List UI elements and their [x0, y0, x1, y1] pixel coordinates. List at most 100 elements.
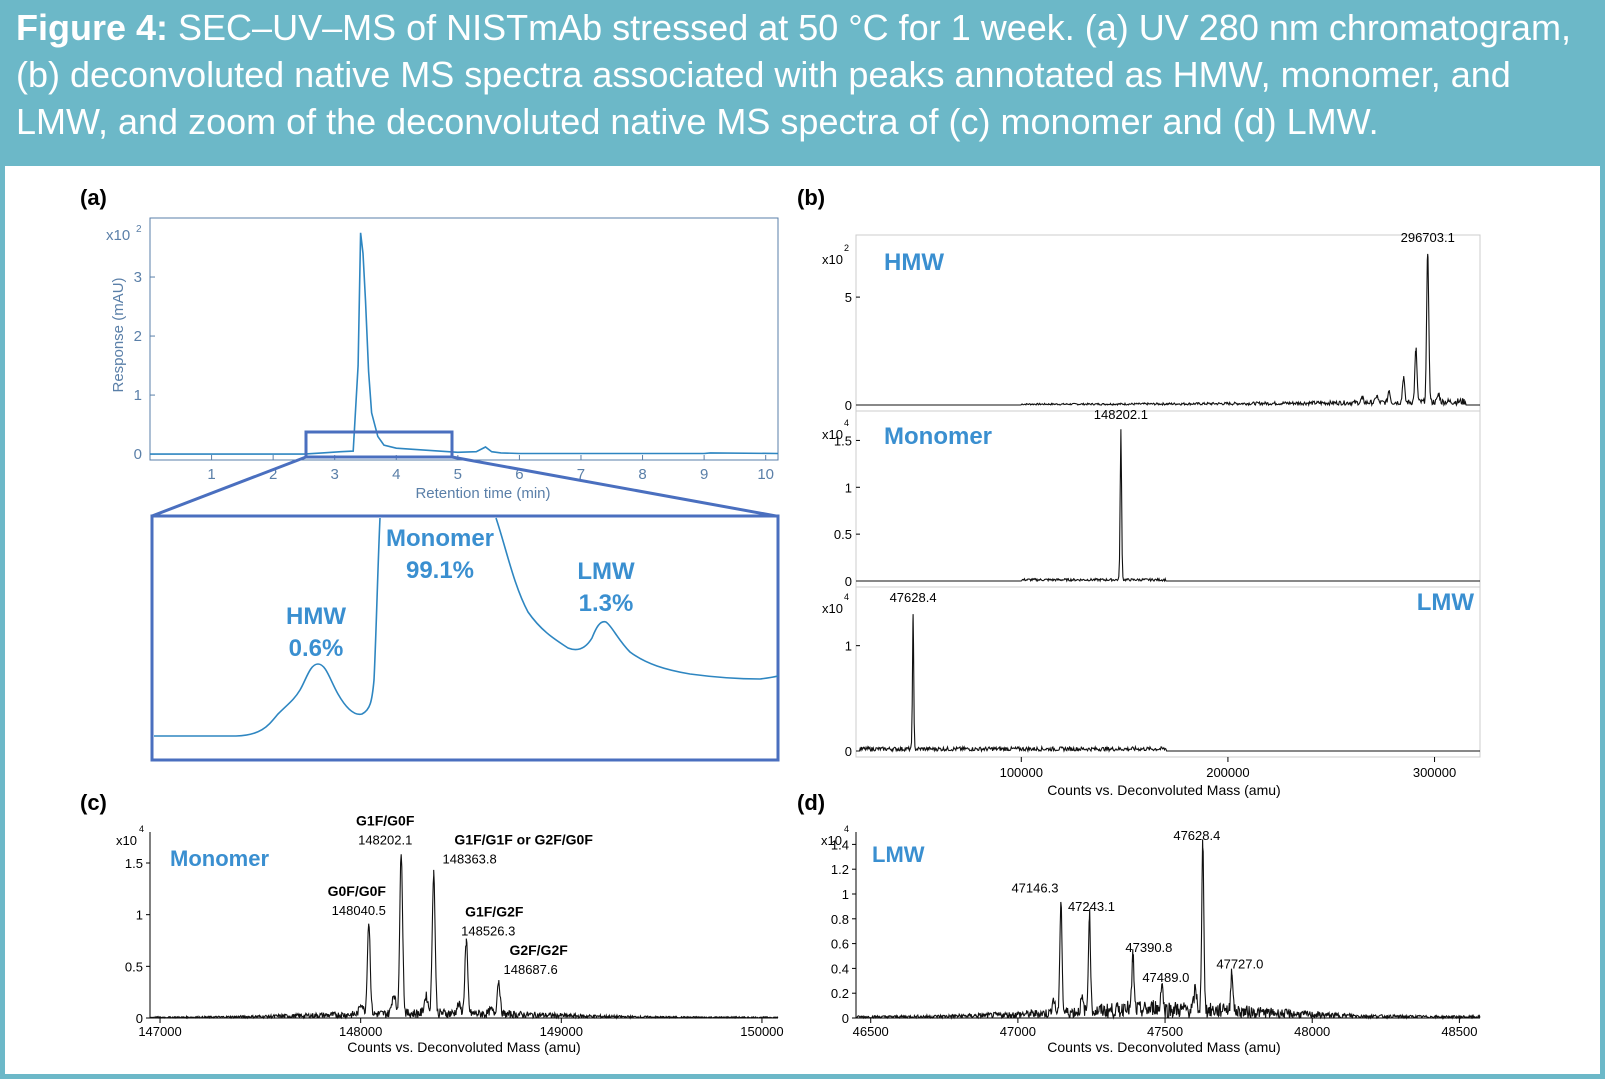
zoom-connector-left: [151, 455, 307, 518]
panel-a-uv-trace: [150, 232, 779, 455]
panel-d-peak-label: 47727.0: [1216, 957, 1263, 972]
panel-b-lmw-label: LMW: [1417, 589, 1475, 616]
panel-c-glycoform-label: G1F/G1F or G2F/G0F: [454, 831, 593, 847]
panel-b-monomer-y-exponent: 4: [844, 418, 849, 428]
panel-label-d: (d): [797, 790, 825, 815]
panel-b-hmw-label: HMW: [884, 249, 944, 276]
zoom-label-hmw: HMW: [286, 603, 346, 630]
panel-d-peak-label: 47243.1: [1068, 899, 1115, 914]
panel-d-y-multiplier: x10: [821, 833, 842, 848]
panel-d-y-tick-label: 0.8: [831, 912, 849, 927]
panel-d-peak-label: 47489.0: [1142, 970, 1189, 985]
panel-a-x-tick-label: 3: [331, 466, 339, 483]
panel-d-x-tick-label: 47500: [1147, 1024, 1183, 1039]
zoom-label-monomer: Monomer: [386, 525, 494, 552]
panel-b-monomer-y-tick-label: 0.5: [834, 527, 852, 542]
panel-d-y-tick-label: 1: [842, 887, 849, 902]
panel-d-peak-label: 47146.3: [1011, 881, 1058, 896]
panel-b-x-axis-label: Counts vs. Deconvoluted Mass (amu): [1047, 782, 1280, 798]
panel-a-x-tick-label: 2: [269, 466, 277, 483]
zoom-label-lmw: LMW: [577, 558, 635, 585]
panel-d-y-tick-label: 1.4: [831, 837, 849, 852]
panel-d-peak-label: 47390.8: [1125, 940, 1172, 955]
panel-b-x-tick-label: 200000: [1206, 765, 1249, 780]
panel-c-spectrum: [149, 854, 779, 1020]
zoom-value-hmw: 0.6%: [289, 635, 344, 662]
panel-a-y-axis-label: Response (mAU): [110, 277, 127, 392]
panel-c-peak-label: 148040.5: [332, 903, 386, 918]
panel-c-monomer-zoom: x10 4 Monomer 147000 148000 149000 150000 0 0…: [116, 813, 784, 1055]
panel-b-x-tick-label: 100000: [1000, 765, 1043, 780]
panel-c-peak-label: 148363.8: [443, 851, 497, 866]
panel-a-plot-frame: [149, 217, 779, 461]
panel-b-lmw-y-exponent: 4: [844, 592, 849, 602]
figure-caption: Figure 4: SEC–UV–MS of NISTmAb stressed …: [0, 0, 1605, 166]
panel-c-glycoform-label: G0F/G0F: [328, 883, 387, 899]
panel-c-glycoform-label: G2F/G2F: [509, 942, 568, 958]
panel-c-y-tick-label: 0: [136, 1011, 143, 1026]
panel-c-glycoform-label: G1F/G2F: [465, 904, 524, 920]
panel-d-x-tick-label: 48500: [1441, 1024, 1477, 1039]
panel-a-x-tick-label: 9: [700, 466, 708, 483]
panel-b-lmw-spectrum: [856, 614, 1480, 753]
panel-b-lmw-peak-label: 47628.4: [890, 590, 937, 605]
panel-a-y-multiplier: x10: [106, 227, 130, 244]
panel-b-monomer-label: Monomer: [884, 423, 992, 450]
panel-a-y-tick-label: 0: [134, 446, 142, 463]
zoom-inset: HMW 0.6% Monomer 99.1% LMW 1.3%: [150, 514, 780, 762]
figure-label: Figure 4:: [16, 7, 169, 48]
panel-b-monomer-y-tick-label: 0: [845, 574, 852, 589]
panel-a-y-tick-label: 1: [134, 387, 142, 404]
panel-c-label: Monomer: [170, 846, 269, 871]
panel-b-hmw-peak-label: 296703.1: [1401, 230, 1455, 245]
panel-b-monomer-spectrum: [856, 429, 1480, 583]
panel-d-x-tick-label: 48000: [1294, 1024, 1330, 1039]
panel-d-y-tick-label: 0.2: [831, 986, 849, 1001]
panel-d-y-tick-label: 1.2: [831, 862, 849, 877]
panel-b-hmw-y-exponent: 2: [844, 243, 849, 253]
panel-c-peak-label: 148526.3: [461, 924, 515, 939]
panel-d-spectrum: [855, 839, 1481, 1021]
panel-d-y-tick-label: 0.6: [831, 937, 849, 952]
panel-c-peak-label: 148202.1: [358, 833, 412, 848]
panel-label-b: (b): [797, 185, 825, 210]
panel-b-hmw-y-tick-label: 0: [845, 398, 852, 413]
panel-c-y-exponent: 4: [139, 824, 144, 834]
panel-b-monomer-y-tick-label: 1.5: [834, 433, 852, 448]
panel-c-x-tick-label: 149000: [540, 1024, 583, 1039]
panel-c-y-tick-label: 1: [136, 908, 143, 923]
panel-a-x-tick-label: 10: [757, 466, 774, 483]
panel-label-c: (c): [80, 790, 107, 815]
panel-b-ms-spectra: x10 2 HMW x10 4 Monomer x10 4 LMW 0 5 2967…: [822, 230, 1481, 798]
panel-d-lmw-zoom: x10 4 LMW 46500 47000 47500 48000 48500 0 0.2 0…: [821, 824, 1481, 1055]
panel-d-x-axis-label: Counts vs. Deconvoluted Mass (amu): [1047, 1039, 1280, 1055]
panel-c-x-tick-label: 147000: [138, 1024, 181, 1039]
panel-a-x-tick-label: 4: [392, 466, 400, 483]
panel-c-x-axis-label: Counts vs. Deconvoluted Mass (amu): [347, 1039, 580, 1055]
panel-c-y-multiplier: x10: [116, 833, 137, 848]
panel-c-y-tick-label: 1.5: [125, 856, 143, 871]
panel-b-monomer-peak-label: 148202.1: [1094, 407, 1148, 422]
panel-b-hmw-spectrum: [856, 253, 1480, 408]
panel-label-a: (a): [80, 185, 107, 210]
panel-d-y-exponent: 4: [844, 824, 849, 834]
panel-b-lmw-y-tick-label: 0: [845, 744, 852, 759]
panel-b-monomer-y-multiplier: x10: [822, 427, 843, 442]
zoom-value-monomer: 99.1%: [406, 557, 474, 584]
panel-b-lmw-y-tick-label: 1: [845, 639, 852, 654]
panel-c-x-tick-label: 148000: [339, 1024, 382, 1039]
caption-text: SEC–UV–MS of NISTmAb stressed at 50 °C f…: [16, 7, 1571, 142]
zoom-inset-frame: [150, 514, 780, 762]
panel-b-lmw-frame: [855, 586, 1481, 758]
panel-d-y-tick-label: 0.4: [831, 961, 849, 976]
panel-c-y-tick-label: 0.5: [125, 959, 143, 974]
panel-d-label: LMW: [872, 842, 925, 867]
zoom-uv-trace: [154, 517, 779, 737]
panel-b-x-tick-label: 300000: [1413, 765, 1456, 780]
zoom-connector-right: [451, 455, 777, 518]
panel-d-x-tick-label: 46500: [853, 1024, 889, 1039]
panel-b-monomer-y-tick-label: 1: [845, 480, 852, 495]
panel-a-x-axis-label: Retention time (min): [415, 485, 550, 502]
panel-b-lmw-y-multiplier: x10: [822, 601, 843, 616]
